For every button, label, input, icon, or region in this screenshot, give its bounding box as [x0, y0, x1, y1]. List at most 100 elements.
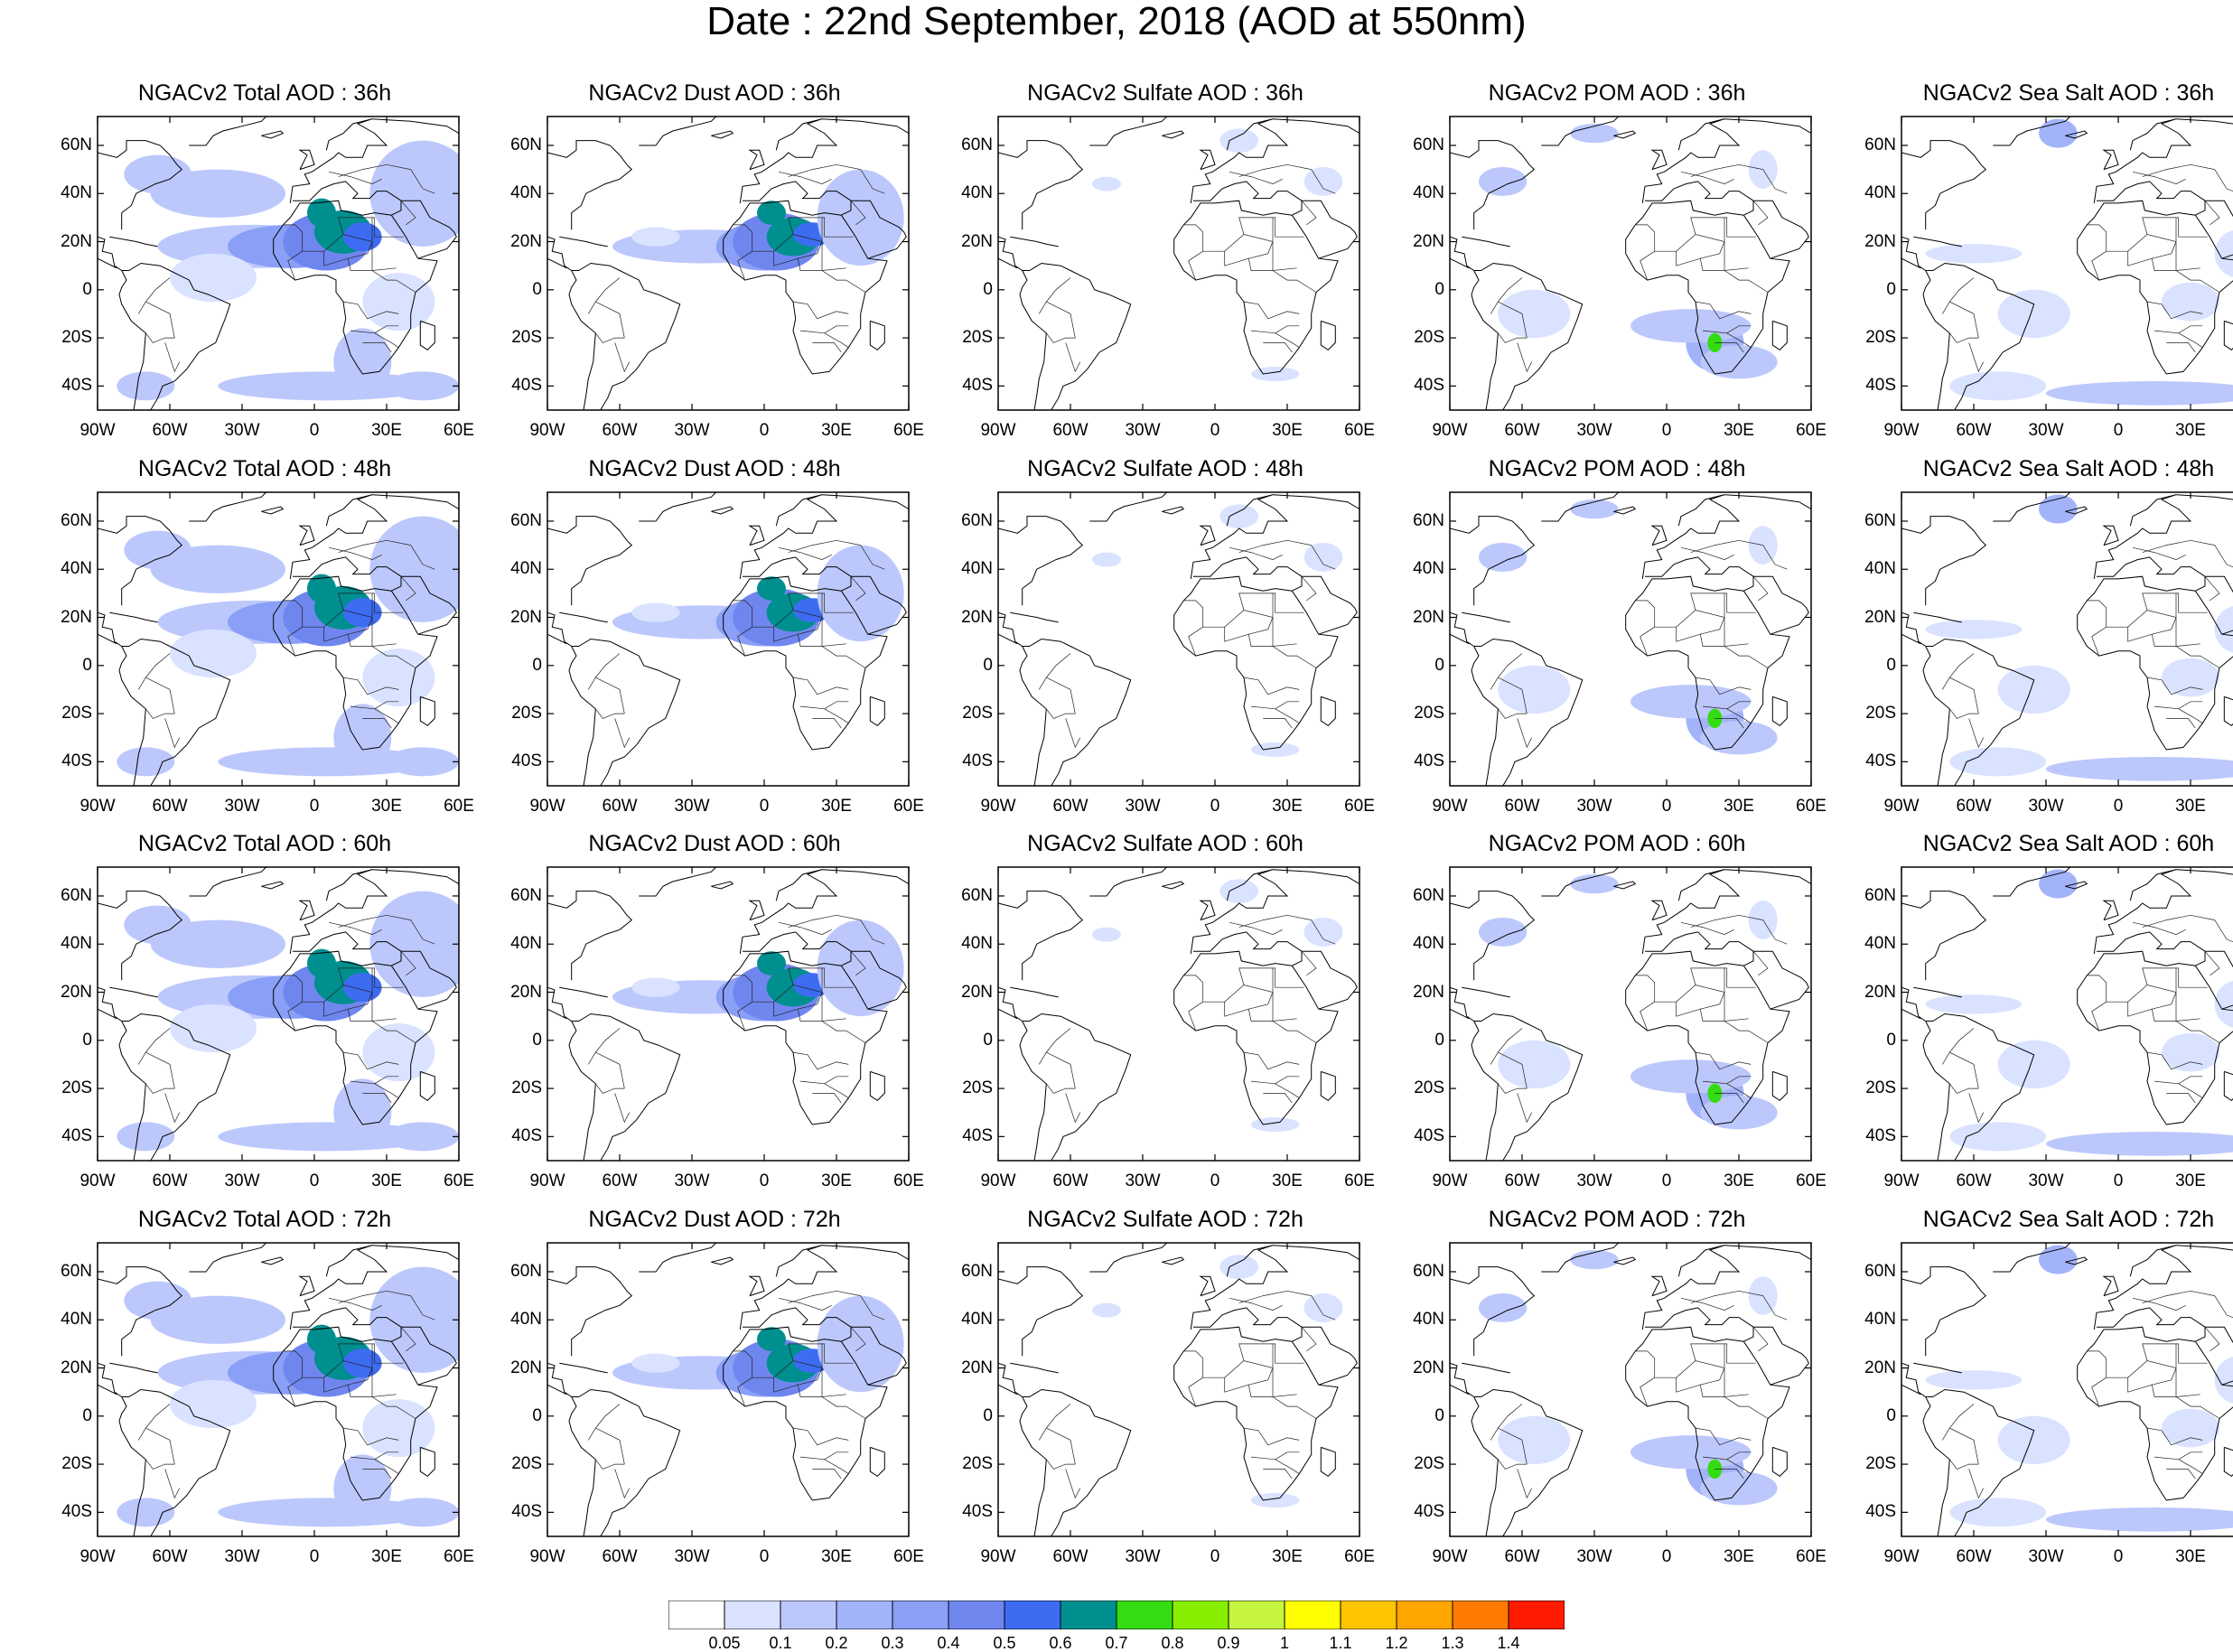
aod-contour: [170, 1003, 257, 1053]
country-border: [2178, 701, 2203, 710]
country-border: [1272, 1396, 1317, 1419]
lon-tick-label: 30E: [371, 797, 402, 816]
country-border: [1301, 200, 1317, 226]
colorbar-label: 0.05: [708, 1634, 741, 1652]
country-border: [1263, 342, 1293, 353]
lat-tick-label: 0: [82, 1030, 92, 1050]
map-panel: NGACv2 Total AOD : 60h 60N 40N 20N 0 20S 40S 90…: [52, 831, 477, 1209]
map-panel: NGACv2 POM AOD : 48h 60N 40N 20N 0 20S 40S 90W 6…: [1405, 456, 1829, 834]
country-border: [1968, 342, 1985, 373]
country-border: [348, 992, 373, 1010]
country-border: [1250, 1080, 1300, 1098]
lat-tick-label: 40S: [962, 1502, 993, 1522]
coastline: [547, 236, 572, 271]
lon-tick-label: 60E: [1796, 1171, 1827, 1190]
country-border: [821, 270, 866, 293]
coastline: [869, 1070, 885, 1102]
country-border: [1238, 1343, 1304, 1364]
aod-contour: [631, 1353, 680, 1373]
country-border: [1695, 677, 1752, 695]
country-border: [1248, 617, 1274, 635]
lat-tick-label: 0: [82, 655, 92, 675]
coastline: [851, 950, 907, 1010]
aod-contour: [307, 1324, 336, 1354]
country-border: [2146, 301, 2203, 320]
map-frame: [547, 116, 910, 411]
coastline: [1320, 1446, 1336, 1478]
lat-tick-label: 40S: [1865, 1502, 1896, 1522]
lon-tick-label: 60W: [1956, 797, 1992, 816]
lat-tick-label: 60N: [61, 1261, 92, 1281]
map-plot: [997, 1242, 1360, 1537]
country-border: [2142, 217, 2208, 238]
country-border: [1724, 1396, 1769, 1419]
panel-title: NGACv2 Sulfate AOD : 72h: [1027, 1207, 1303, 1232]
country-border: [1065, 1093, 1081, 1124]
coastline: [559, 236, 608, 247]
country-border: [821, 1396, 866, 1419]
coastline: [1645, 556, 1754, 592]
aod-field: [998, 492, 1359, 786]
aod-field: [1450, 117, 1811, 410]
lon-tick-label: 30E: [1272, 1171, 1303, 1190]
country-border: [1635, 975, 1749, 1022]
country-border: [350, 1456, 399, 1474]
aod-contour: [124, 1281, 192, 1321]
country-border: [2154, 330, 2203, 348]
coastline: [775, 494, 823, 527]
lat-tick-label: 60N: [510, 510, 542, 530]
coastline: [1462, 986, 1510, 998]
lat-tick-label: 20S: [511, 1454, 542, 1474]
aod-contour: [2039, 118, 2078, 148]
country-border: [1700, 617, 1725, 635]
coastline: [2093, 1245, 2233, 1330]
country-border: [1752, 950, 1769, 976]
coastline: [547, 986, 572, 1022]
country-border: [1498, 1083, 1528, 1094]
country-border: [2142, 539, 2215, 553]
coastline: [547, 257, 567, 269]
country-border: [1640, 1001, 1655, 1031]
coastline: [1450, 611, 1474, 647]
map-frame: [1449, 866, 1812, 1162]
map-plot: [547, 1242, 910, 1537]
aod-contour: [2214, 1356, 2233, 1404]
country-border: [1275, 701, 1300, 710]
country-border: [1498, 677, 1528, 714]
aod-contour: [1925, 994, 2023, 1014]
aod-contour: [362, 1023, 435, 1082]
aod-field: [1450, 492, 1811, 786]
aod-contour: [1251, 1493, 1300, 1508]
colorbar-swatch: [836, 1601, 893, 1629]
lon-tick-label: 30W: [2028, 797, 2064, 816]
colorbar-label: 0.6: [1049, 1634, 1072, 1652]
country-border: [1695, 1427, 1752, 1446]
lat-tick-label: 60N: [1413, 885, 1444, 905]
colorbar-label: 0.7: [1105, 1634, 1128, 1652]
country-border: [2152, 1367, 2177, 1386]
country-border: [164, 1093, 181, 1124]
aod-contour: [1700, 345, 1778, 379]
map-frame: [997, 1242, 1360, 1537]
aod-contour: [817, 1295, 904, 1393]
coastline: [998, 1008, 1018, 1020]
aod-contour: [1303, 542, 1343, 572]
coastline: [1010, 236, 1059, 247]
country-border: [1248, 1367, 1274, 1386]
coastline: [869, 695, 885, 727]
colorbar-label: 1: [1279, 1634, 1289, 1652]
lon-tick-label: 30W: [1125, 1171, 1161, 1190]
lon-tick-label: 90W: [1883, 1171, 1920, 1190]
lon-tick-label: 0: [2113, 797, 2124, 816]
country-border: [1065, 1469, 1081, 1499]
coastline: [1650, 900, 1668, 921]
aod-field: [1450, 1243, 1811, 1536]
map-panel: NGACv2 Sulfate AOD : 60h 60N 40N 20N 0 20S 40S…: [953, 831, 1378, 1209]
coastline: [1650, 1275, 1668, 1297]
country-border: [1039, 1404, 1071, 1441]
aod-contour: [1925, 244, 2023, 264]
coastline: [775, 869, 823, 901]
aod-contour: [1630, 685, 1752, 719]
coastline: [1901, 891, 1987, 981]
country-border: [1762, 1295, 1788, 1321]
